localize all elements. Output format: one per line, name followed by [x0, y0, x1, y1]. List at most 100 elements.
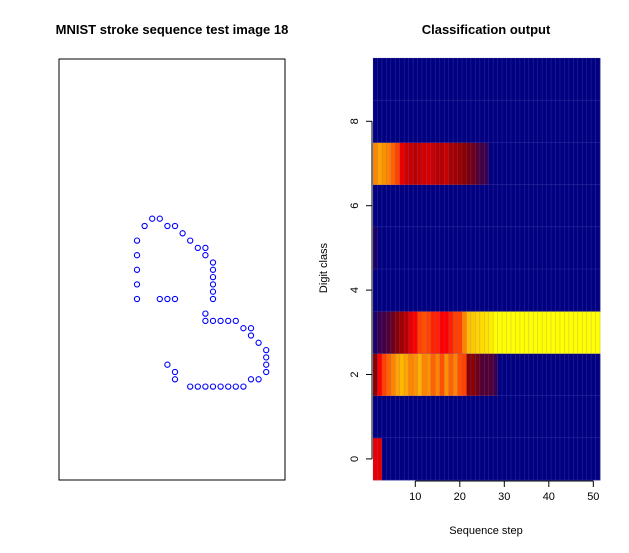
- stroke-point: [217, 383, 224, 390]
- heatmap-cell: [439, 58, 445, 101]
- heatmap-cell: [421, 395, 427, 439]
- heatmap-cell: [435, 142, 441, 185]
- heatmap-cell: [444, 142, 450, 185]
- heatmap-cell: [413, 437, 418, 481]
- heatmap-cell: [542, 184, 547, 228]
- heatmap-cell: [417, 142, 423, 185]
- heatmap-cell: [373, 100, 378, 143]
- stroke-point: [149, 215, 156, 222]
- heatmap-cell: [377, 269, 383, 312]
- heatmap-cell: [519, 269, 525, 312]
- heatmap-cell: [475, 395, 481, 439]
- heatmap-cell: [390, 142, 396, 185]
- heatmap-cell: [591, 353, 596, 396]
- heatmap-cell: [404, 184, 410, 228]
- heatmap-cell: [417, 395, 423, 439]
- heatmap-cell: [582, 395, 588, 439]
- heatmap-cell: [493, 100, 499, 143]
- heatmap-cell: [435, 395, 441, 439]
- heatmap-cell: [444, 269, 450, 312]
- heatmap-cell: [515, 269, 521, 312]
- heatmap-cell: [399, 395, 405, 439]
- heatmap-cell: [470, 226, 476, 270]
- heatmap-cell: [381, 58, 387, 101]
- heatmap-cell: [426, 269, 432, 312]
- heatmap-cell: [551, 311, 556, 354]
- heatmap-cell: [470, 353, 476, 396]
- heatmap-cell: [399, 184, 405, 228]
- heatmap-cell: [395, 226, 401, 270]
- heatmap-cell: [404, 100, 410, 143]
- heatmap-cell: [390, 437, 396, 481]
- heatmap-cell: [510, 142, 516, 185]
- heatmap-cell: [435, 437, 441, 481]
- heatmap-cell: [386, 142, 392, 185]
- heatmap-cell: [524, 269, 530, 312]
- heatmap-cell: [462, 311, 467, 354]
- heatmap-cell: [399, 142, 405, 185]
- heatmap-cell: [564, 58, 570, 101]
- heatmap-cell: [510, 269, 516, 312]
- heatmap-cell: [546, 311, 552, 354]
- stroke-point: [202, 383, 209, 390]
- heatmap-cell: [448, 100, 454, 143]
- stroke-point: [255, 376, 262, 383]
- x-tick-label: 40: [543, 491, 555, 503]
- heatmap-cell: [555, 269, 561, 312]
- stroke-point: [156, 295, 163, 303]
- heatmap-cell: [551, 437, 556, 481]
- heatmap-cell: [484, 100, 490, 143]
- heatmap-cell: [510, 353, 516, 396]
- heatmap-cell: [542, 226, 547, 270]
- heatmap-cell: [488, 184, 494, 228]
- heatmap-cell: [448, 142, 454, 185]
- heatmap-cell: [430, 395, 436, 439]
- heatmap-cell: [475, 226, 481, 270]
- stroke-point: [202, 252, 209, 259]
- heatmap-cell: [399, 311, 405, 354]
- heatmap-cell: [430, 437, 436, 481]
- stroke-point: [255, 339, 262, 346]
- heatmap-cell: [533, 437, 539, 481]
- stroke-point: [202, 317, 209, 325]
- heatmap-cell: [399, 269, 405, 312]
- heatmap-cell: [479, 142, 485, 185]
- heatmap-cell: [435, 184, 441, 228]
- heatmap-cell: [510, 437, 516, 481]
- stroke-point: [225, 383, 232, 390]
- heatmap-cell: [559, 100, 565, 143]
- heatmap-cell: [542, 142, 547, 185]
- stroke-point: [171, 222, 179, 230]
- heatmap-cell: [577, 437, 583, 481]
- heatmap-cell: [551, 353, 556, 396]
- heatmap-cell: [515, 226, 521, 270]
- heatmap-cell: [488, 142, 494, 185]
- heatmap-cell: [462, 226, 467, 270]
- heatmap-cell: [546, 100, 552, 143]
- heatmap-cell: [555, 353, 561, 396]
- stroke-point: [133, 252, 141, 259]
- heatmap-cell: [413, 184, 418, 228]
- heatmap-cell: [546, 395, 552, 439]
- heatmap-cell: [479, 226, 485, 270]
- heatmap-cell: [542, 353, 547, 396]
- heatmap-cell: [373, 437, 378, 481]
- heatmap-cell: [448, 353, 454, 396]
- heatmap-cell: [484, 437, 490, 481]
- heatmap-cell: [484, 58, 490, 101]
- heatmap-cell: [453, 100, 458, 143]
- heatmap-cell: [573, 184, 579, 228]
- stroke-point: [187, 237, 194, 244]
- heatmap-cell: [470, 395, 476, 439]
- heatmap-cell: [390, 311, 396, 354]
- heatmap-cell: [453, 437, 458, 481]
- stroke-point: [156, 215, 163, 222]
- heatmap-cell: [497, 142, 503, 185]
- heatmap-cell: [510, 184, 516, 228]
- heatmap-cell: [430, 100, 436, 143]
- x-tick-label: 10: [409, 491, 421, 503]
- heatmap-cell: [533, 395, 539, 439]
- heatmap-cell: [568, 395, 574, 439]
- heatmap-cell: [493, 142, 499, 185]
- heatmap-cell: [466, 58, 472, 101]
